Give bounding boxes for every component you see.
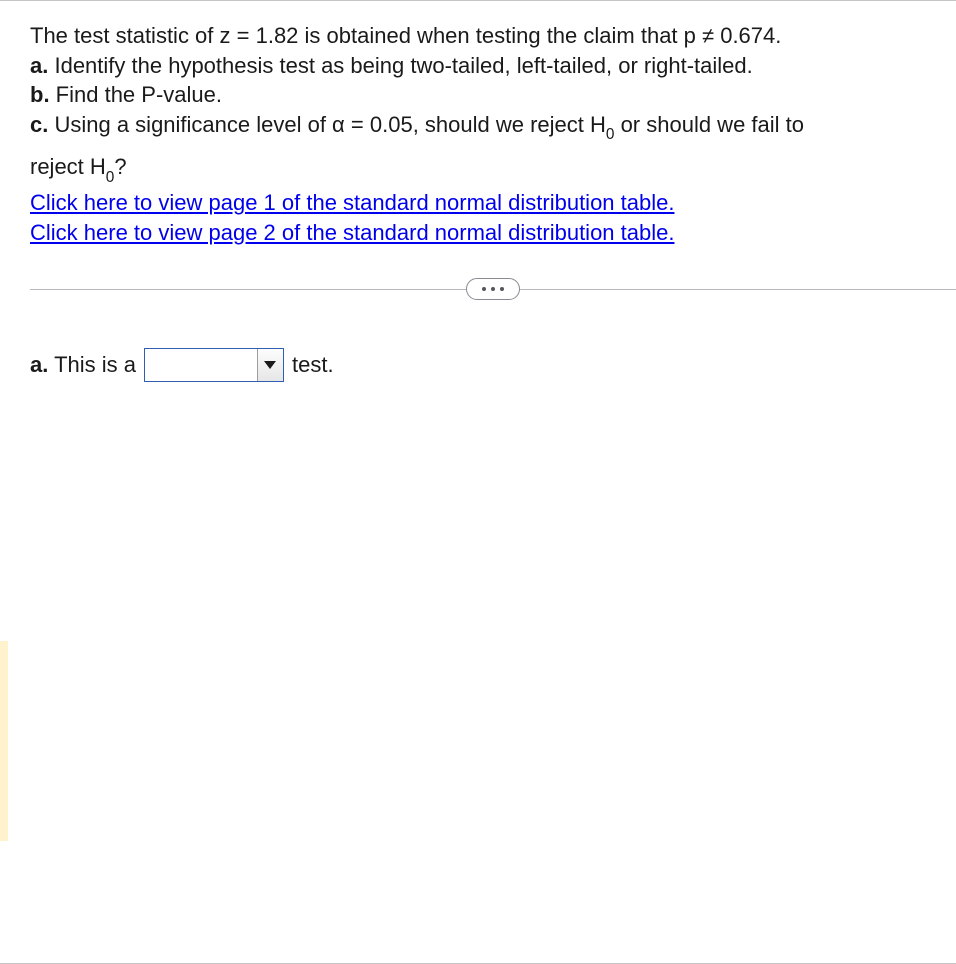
part-c-line2: reject H0? <box>30 152 956 186</box>
answer-a-prefix: a. This is a <box>30 350 136 380</box>
c-mid: , should we reject H <box>413 112 606 137</box>
alpha-value: 0.05 <box>370 112 413 137</box>
eq-sign: = <box>231 23 256 48</box>
h0-sub-1: 0 <box>606 126 615 143</box>
part-b-text: Find the P-value. <box>50 82 222 107</box>
intro-mid: is obtained when testing the claim that … <box>298 23 695 48</box>
chevron-down-icon <box>264 361 276 369</box>
question-intro: The test statistic of z = 1.82 is obtain… <box>30 21 956 51</box>
dot-icon <box>482 287 486 291</box>
p-value: 0.674 <box>720 23 775 48</box>
link-table-page2[interactable]: Click here to view page 2 of the standar… <box>30 220 674 245</box>
test-type-select[interactable] <box>144 348 284 382</box>
part-a-text: Identify the hypothesis test as being tw… <box>48 53 752 78</box>
part-a: a. Identify the hypothesis test as being… <box>30 51 956 81</box>
h0-sub-2: 0 <box>106 169 115 186</box>
link-page1-row: Click here to view page 1 of the standar… <box>30 188 956 218</box>
link-table-page1[interactable]: Click here to view page 1 of the standar… <box>30 190 674 215</box>
content-area: The test statistic of z = 1.82 is obtain… <box>0 1 956 382</box>
part-c-line1: c. Using a significance level of α = 0.0… <box>30 110 956 144</box>
divider <box>30 276 956 302</box>
part-c-pre: Using a significance level of α <box>48 112 344 137</box>
intro-text: The test statistic of z <box>30 23 231 48</box>
select-dropdown-button[interactable] <box>257 349 283 381</box>
neq-sign: ≠ <box>696 23 720 48</box>
question-container: The test statistic of z = 1.82 is obtain… <box>0 0 956 964</box>
c-line2-pre: reject H <box>30 154 106 179</box>
answer-a-post: test. <box>292 350 334 380</box>
dot-icon <box>491 287 495 291</box>
link-page2-row: Click here to view page 2 of the standar… <box>30 218 956 248</box>
answer-a-row: a. This is a test. <box>30 348 956 382</box>
part-b: b. Find the P-value. <box>30 80 956 110</box>
left-highlight-strip <box>0 641 8 841</box>
c-line2-suf: ? <box>114 154 126 179</box>
dot-icon <box>500 287 504 291</box>
c-eq: = <box>345 112 370 137</box>
answer-a-pre: This is a <box>48 352 136 377</box>
part-b-label: b. <box>30 82 50 107</box>
part-c-label: c. <box>30 112 48 137</box>
intro-suffix: . <box>775 23 781 48</box>
expand-pill[interactable] <box>466 278 520 300</box>
z-value: 1.82 <box>256 23 299 48</box>
answer-a-label: a. <box>30 352 48 377</box>
c-mid2: or should we fail to <box>614 112 804 137</box>
part-a-label: a. <box>30 53 48 78</box>
select-value <box>145 355 257 375</box>
